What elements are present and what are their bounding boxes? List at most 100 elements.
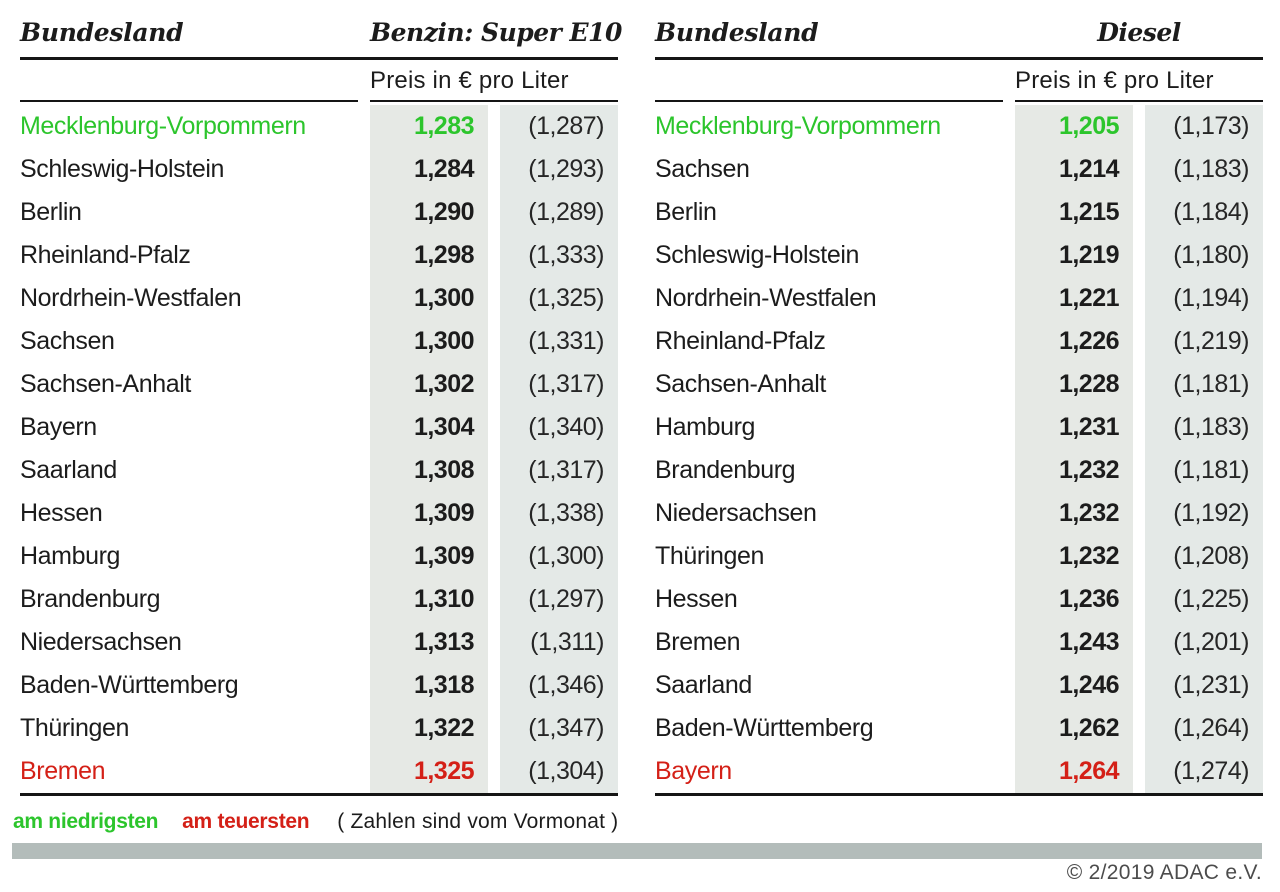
previous-price: (1,180) (1173, 241, 1249, 269)
region-name: Niedersachsen (655, 499, 817, 527)
region-name: Brandenburg (655, 456, 796, 484)
current-price: 1,283 (413, 112, 475, 140)
previous-price: (1,325) (528, 284, 604, 312)
header-rule (655, 57, 1263, 60)
region-name: Bayern (20, 413, 97, 441)
table-row: Baden-Württemberg 1,262 (1,264) (655, 707, 1263, 750)
previous-price: (1,304) (528, 757, 604, 785)
region-name: Berlin (655, 198, 717, 226)
previous-price: (1,173) (1173, 112, 1249, 140)
region-name: Schleswig-Holstein (655, 241, 859, 269)
current-price: 1,232 (1058, 456, 1120, 484)
previous-price: (1,219) (1173, 327, 1249, 355)
region-name: Niedersachsen (20, 628, 182, 656)
current-price: 1,228 (1058, 370, 1120, 398)
current-price: 1,232 (1058, 542, 1120, 570)
current-price: 1,231 (1058, 413, 1120, 441)
current-price: 1,300 (413, 284, 475, 312)
legend-note: ( Zahlen sind vom Vormonat ) (337, 810, 619, 833)
table-row: Sachsen-Anhalt 1,228 (1,181) (655, 363, 1263, 406)
current-price: 1,284 (413, 155, 475, 183)
current-price: 1,298 (413, 241, 475, 269)
region-name: Nordrhein-Westfalen (655, 284, 877, 312)
fuel-type-header: Diesel (1097, 18, 1181, 47)
region-column-header: Bundesland (655, 18, 819, 47)
previous-price: (1,183) (1173, 413, 1249, 441)
legend-highest-label: am teuersten (182, 810, 310, 833)
diesel-table: Bundesland Diesel Preis in € pro Liter M… (655, 0, 1263, 800)
table-row: Hessen 1,309 (1,338) (20, 492, 618, 535)
table-row: Bremen 1,325 (1,304) (20, 750, 618, 793)
region-name: Mecklenburg-Vorpommern (655, 112, 941, 140)
current-price: 1,302 (413, 370, 475, 398)
current-price: 1,221 (1058, 284, 1120, 312)
previous-price: (1,208) (1173, 542, 1249, 570)
previous-price: (1,317) (528, 456, 604, 484)
region-name: Bremen (20, 757, 106, 785)
previous-price: (1,338) (528, 499, 604, 527)
region-name: Rheinland-Pfalz (655, 327, 826, 355)
region-column-header: Bundesland (20, 18, 184, 47)
table-row: Sachsen 1,300 (1,331) (20, 320, 618, 363)
subheader-rule-prices (1015, 100, 1263, 102)
current-price: 1,214 (1058, 155, 1120, 183)
region-name: Baden-Württemberg (20, 671, 239, 699)
previous-price: (1,287) (528, 112, 604, 140)
table-row: Berlin 1,290 (1,289) (20, 191, 618, 234)
region-name: Thüringen (20, 714, 129, 742)
previous-price: (1,225) (1173, 585, 1249, 613)
region-name: Saarland (655, 671, 752, 699)
table-row: Schleswig-Holstein 1,284 (1,293) (20, 148, 618, 191)
region-name: Sachsen (655, 155, 750, 183)
current-price: 1,246 (1058, 671, 1120, 699)
previous-price: (1,340) (528, 413, 604, 441)
subheader-rule-prices (370, 100, 618, 102)
fuel-type-header: Benzin: Super E10 (370, 18, 622, 47)
region-name: Mecklenburg-Vorpommern (20, 112, 306, 140)
table-row: Thüringen 1,232 (1,208) (655, 535, 1263, 578)
table-row: Sachsen-Anhalt 1,302 (1,317) (20, 363, 618, 406)
table-row: Saarland 1,308 (1,317) (20, 449, 618, 492)
region-name: Schleswig-Holstein (20, 155, 224, 183)
table-row: Nordrhein-Westfalen 1,300 (1,325) (20, 277, 618, 320)
region-name: Thüringen (655, 542, 764, 570)
region-name: Sachsen-Anhalt (20, 370, 191, 398)
region-name: Sachsen (20, 327, 115, 355)
region-name: Bayern (655, 757, 732, 785)
table-row: Rheinland-Pfalz 1,226 (1,219) (655, 320, 1263, 363)
current-price: 1,264 (1058, 757, 1120, 785)
current-price: 1,325 (413, 757, 475, 785)
table-row: Mecklenburg-Vorpommern 1,205 (1,173) (655, 105, 1263, 148)
previous-price: (1,274) (1173, 757, 1249, 785)
table-row: Hessen 1,236 (1,225) (655, 578, 1263, 621)
previous-price: (1,333) (528, 241, 604, 269)
table-row: Thüringen 1,322 (1,347) (20, 707, 618, 750)
table-row: Niedersachsen 1,313 (1,311) (20, 621, 618, 664)
current-price: 1,205 (1058, 112, 1120, 140)
copyright-source: © 2/2019 ADAC e.V. (1066, 861, 1262, 884)
current-price: 1,215 (1058, 198, 1120, 226)
previous-price: (1,264) (1173, 714, 1249, 742)
subheader-rule-names (655, 100, 1003, 102)
previous-price: (1,289) (528, 198, 604, 226)
previous-price: (1,331) (528, 327, 604, 355)
bottom-rule (20, 793, 618, 796)
table-row: Bayern 1,304 (1,340) (20, 406, 618, 449)
table-row: Saarland 1,246 (1,231) (655, 664, 1263, 707)
region-name: Baden-Württemberg (655, 714, 874, 742)
table-row: Brandenburg 1,310 (1,297) (20, 578, 618, 621)
region-name: Nordrhein-Westfalen (20, 284, 242, 312)
previous-price: (1,347) (528, 714, 604, 742)
region-name: Hamburg (20, 542, 121, 570)
region-name: Saarland (20, 456, 117, 484)
current-price: 1,262 (1058, 714, 1120, 742)
current-price: 1,304 (413, 413, 475, 441)
table-rows: Mecklenburg-Vorpommern 1,283 (1,287) Sch… (20, 105, 618, 793)
current-price: 1,300 (413, 327, 475, 355)
current-price: 1,322 (413, 714, 475, 742)
region-name: Rheinland-Pfalz (20, 241, 191, 269)
current-price: 1,309 (413, 542, 475, 570)
unit-header: Preis in € pro Liter (370, 67, 569, 94)
previous-price: (1,184) (1173, 198, 1249, 226)
previous-column-shade (1145, 105, 1263, 793)
